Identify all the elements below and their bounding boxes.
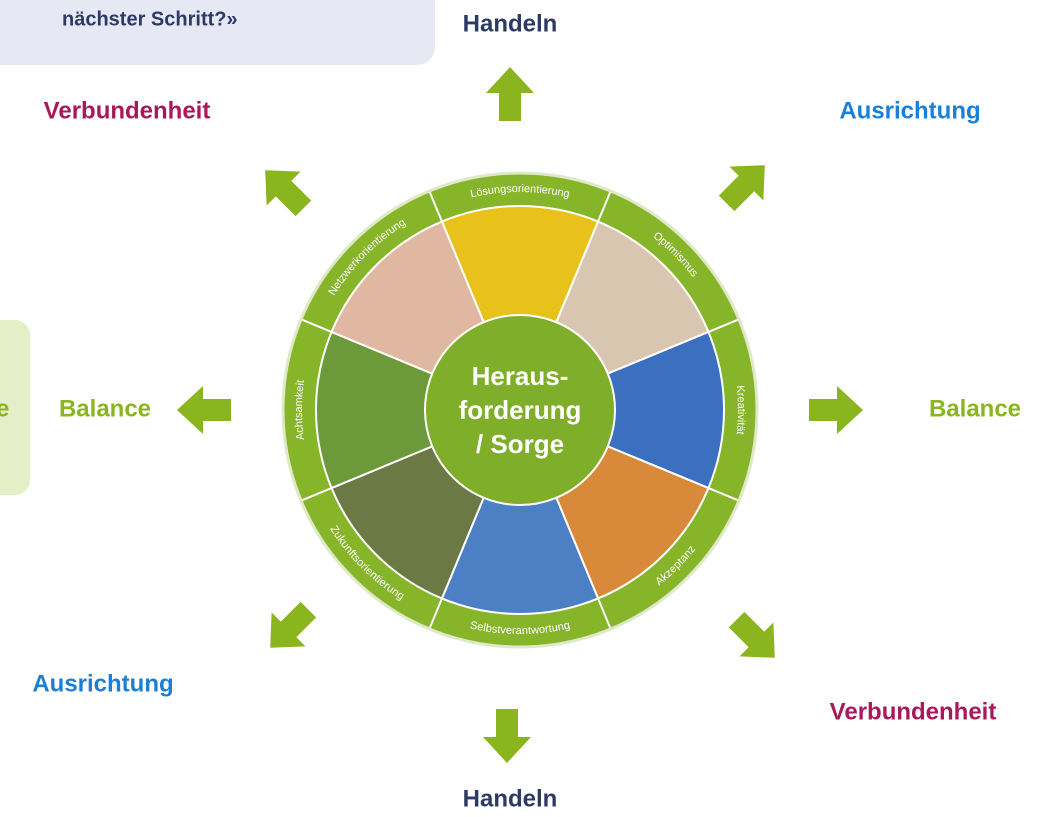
segment-label-path: Lösungsorientierung [469, 183, 571, 200]
segment-photo [315, 330, 523, 490]
ring-divider [597, 598, 612, 630]
ring-divider [428, 598, 443, 630]
outer-label: Ausrichtung [839, 97, 980, 124]
arrow [483, 709, 531, 763]
segment-label-path: Kreativität [734, 385, 747, 435]
wheel: LösungsorientierungOptimismusKreativität… [281, 171, 759, 649]
ring-divider [597, 190, 612, 222]
ring-divider [708, 487, 740, 502]
segment-label: Achtsamkeit [293, 379, 307, 440]
left-box-text: e [0, 395, 9, 422]
arrow [718, 165, 765, 212]
top-box-text: nächster Schritt?» [62, 8, 238, 30]
outer-label: Handeln [463, 785, 558, 812]
arrow [177, 386, 231, 434]
center-text: forderung [459, 395, 582, 425]
segment-label-path: Selbstverantwortung [469, 619, 571, 637]
outer-label: Balance [59, 395, 151, 422]
segment-label: Kreativität [734, 385, 747, 435]
outer-label: Balance [929, 395, 1021, 422]
arrow [809, 386, 863, 434]
center-circle [424, 314, 616, 506]
arrow [265, 170, 312, 217]
segment-label: Selbstverantwortung [469, 619, 571, 637]
center-text: / Sorge [476, 429, 564, 459]
ring-divider [428, 190, 443, 222]
outer-label: Verbundenheit [830, 698, 997, 725]
outer-label: Verbundenheit [44, 97, 211, 124]
ring-divider [300, 487, 332, 502]
arrows [177, 67, 863, 763]
labels: Handeln Ausrichtung Balance Verbundenheit Ha… [32, 10, 1021, 812]
arrow [728, 611, 775, 658]
segment-photo [440, 205, 600, 413]
segment-label: Lösungsorientierung [469, 183, 571, 200]
outer-label: Handeln [463, 10, 558, 37]
center-text: Heraus- [472, 361, 569, 391]
segment-label-path: Achtsamkeit [293, 379, 307, 440]
ring-outline [281, 171, 759, 649]
ring-divider [300, 318, 332, 333]
segment-photo [517, 330, 725, 490]
outer-label: Ausrichtung [32, 670, 173, 697]
top-box [0, 0, 435, 65]
ring-divider [708, 318, 740, 333]
left-box [0, 320, 30, 495]
segment-photo [440, 407, 600, 615]
arrow [270, 601, 317, 648]
arrow [486, 67, 534, 121]
